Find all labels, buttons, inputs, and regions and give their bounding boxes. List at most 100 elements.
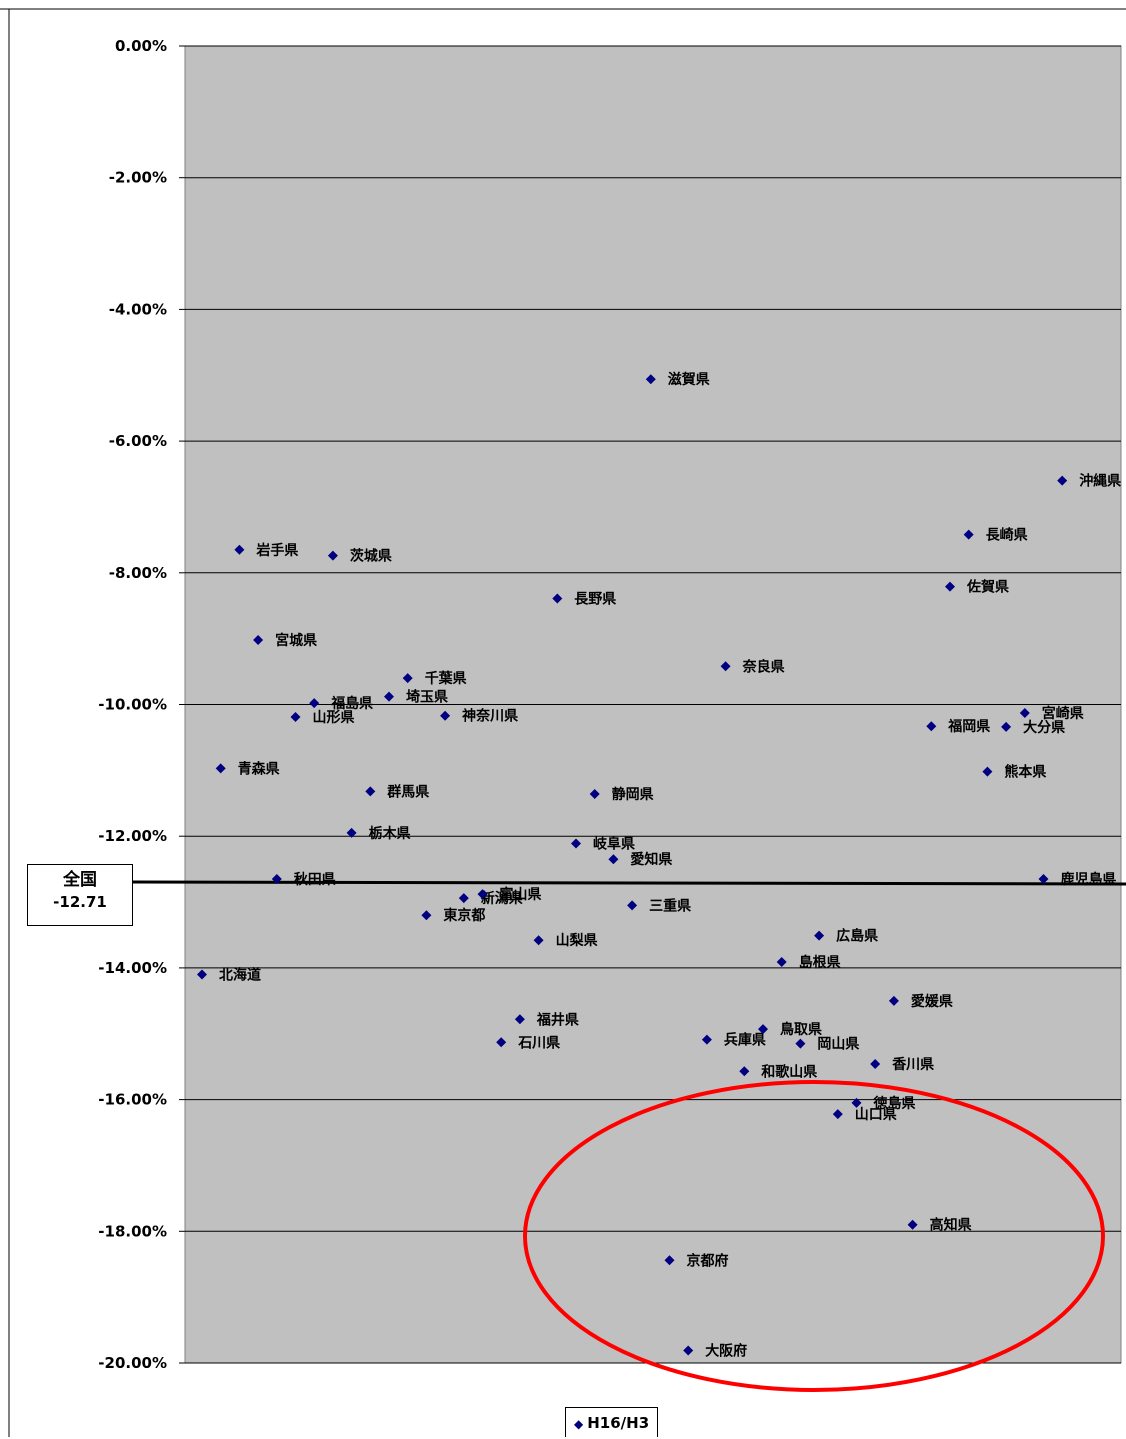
data-point-label: 長野県 (574, 591, 616, 607)
y-axis-ticks: 0.00% -2.00% -4.00% -6.00% -8.00% -10.00% -12.… (98, 37, 185, 1372)
data-point-marker (851, 1097, 862, 1108)
data-point-label: 島根県 (799, 954, 841, 971)
data-point-marker (552, 593, 563, 604)
data-point-label: 三重県 (649, 897, 691, 914)
data-point-label: 神奈川県 (462, 708, 518, 725)
data-point-label: 岩手県 (255, 542, 298, 559)
data-point-marker (926, 721, 937, 732)
y-tick-label: -20.00% (98, 1354, 167, 1372)
data-point-marker (253, 634, 264, 645)
data-point-label: 秋田県 (294, 871, 336, 888)
data-point-marker (346, 827, 357, 838)
data-point-marker (365, 786, 376, 797)
data-point-label: 石川県 (517, 1035, 560, 1051)
data-point-label: 東京都 (443, 907, 485, 924)
national-average-value: -12.71 (53, 893, 107, 911)
data-point-marker (1057, 475, 1068, 486)
data-point-label: 愛媛県 (911, 993, 953, 1010)
data-point-marker (814, 930, 825, 941)
legend-entry: H16/H3 (587, 1414, 650, 1432)
y-tick-label: -10.00% (98, 696, 167, 714)
data-point-label: 新潟県 (481, 890, 523, 907)
national-average-label: 全国 (63, 870, 97, 890)
national-average-line (132, 880, 1126, 886)
y-tick-label: -4.00% (109, 300, 167, 318)
data-point-label: 佐賀県 (966, 579, 1009, 596)
y-tick-label: -14.00% (98, 959, 167, 977)
data-point-marker (645, 374, 656, 385)
data-point-label: 埼玉県 (406, 689, 448, 706)
data-point-marker (720, 661, 731, 672)
data-point-marker (234, 544, 245, 555)
legend-marker-icon: ◆ (574, 1417, 584, 1431)
data-point-label: 山形県 (313, 709, 355, 726)
y-tick-label: 0.00% (115, 37, 167, 55)
data-point-marker (458, 893, 469, 904)
data-point-label: 福岡県 (947, 718, 990, 735)
data-point-marker (888, 995, 899, 1006)
data-point-marker (795, 1038, 806, 1049)
data-point-marker (758, 1024, 768, 1035)
data-point-label: 長崎県 (986, 527, 1028, 544)
data-point-label: 大分県 (1023, 719, 1065, 736)
data-point-marker (907, 1219, 918, 1230)
y-tick-label: -16.00% (98, 1091, 167, 1109)
data-point-label: 滋賀県 (668, 371, 710, 388)
data-point-marker (327, 550, 338, 561)
data-point-label: 岐阜県 (593, 835, 635, 852)
data-point-marker (271, 874, 282, 885)
data-point-label: 京都府 (687, 1252, 729, 1269)
gridlines (185, 45, 1121, 1364)
data-point-label: 香川県 (891, 1056, 934, 1073)
y-tick-label: -2.00% (109, 169, 167, 187)
national-average-callout: 全国 -12.71 (27, 864, 133, 926)
data-point-label: 沖縄県 (1079, 473, 1121, 490)
data-point-label: 宮城県 (275, 632, 317, 649)
data-point-marker (402, 673, 413, 684)
data-point-label: 高知県 (930, 1217, 972, 1234)
data-point-label: 愛知県 (630, 851, 672, 868)
data-point-label: 広島県 (836, 928, 878, 945)
data-point-label: 福島県 (330, 695, 373, 712)
data-point-marker (832, 1109, 843, 1120)
y-tick-label: -8.00% (109, 564, 167, 582)
data-point-marker (215, 763, 226, 774)
data-point-label: 鹿児島県 (1060, 871, 1117, 888)
data-point-marker (627, 900, 638, 911)
data-point-marker (384, 691, 394, 702)
data-point-label: 福井県 (536, 1011, 579, 1028)
data-point-marker (421, 910, 432, 921)
data-point-label: 大阪府 (705, 1342, 747, 1359)
data-point-marker (608, 854, 619, 865)
data-point-label: 鳥取県 (780, 1021, 822, 1038)
legend: ◆ H16/H3 (565, 1407, 659, 1437)
data-point-label: 千葉県 (425, 670, 467, 687)
data-point-marker (1019, 708, 1030, 719)
data-point-marker (683, 1345, 694, 1356)
data-point-label: 熊本県 (1004, 764, 1046, 781)
data-point-label: 青森県 (238, 760, 280, 777)
data-point-label: 山梨県 (556, 932, 598, 949)
data-point-label: 静岡県 (612, 786, 654, 803)
data-point-label: 徳島県 (873, 1095, 916, 1112)
data-point-marker (290, 712, 301, 723)
data-point-marker (870, 1059, 881, 1070)
data-point-marker (496, 1037, 507, 1048)
data-point-marker (776, 956, 787, 967)
data-point-label: 岡山県 (817, 1037, 859, 1053)
data-point-marker (1038, 874, 1049, 885)
y-tick-label: -18.00% (98, 1222, 167, 1240)
data-point-label: 富山県 (500, 886, 542, 903)
data-point-label: 群馬県 (386, 783, 429, 800)
data-point-marker (197, 969, 207, 980)
data-point-marker (739, 1066, 750, 1077)
data-point-label: 北海道 (219, 966, 261, 983)
data-point-marker (982, 766, 993, 777)
data-point-label: 和歌山県 (761, 1063, 817, 1080)
y-tick-label: -6.00% (109, 432, 167, 450)
data-point-marker (1001, 721, 1012, 732)
data-point-label: 奈良県 (742, 658, 785, 675)
